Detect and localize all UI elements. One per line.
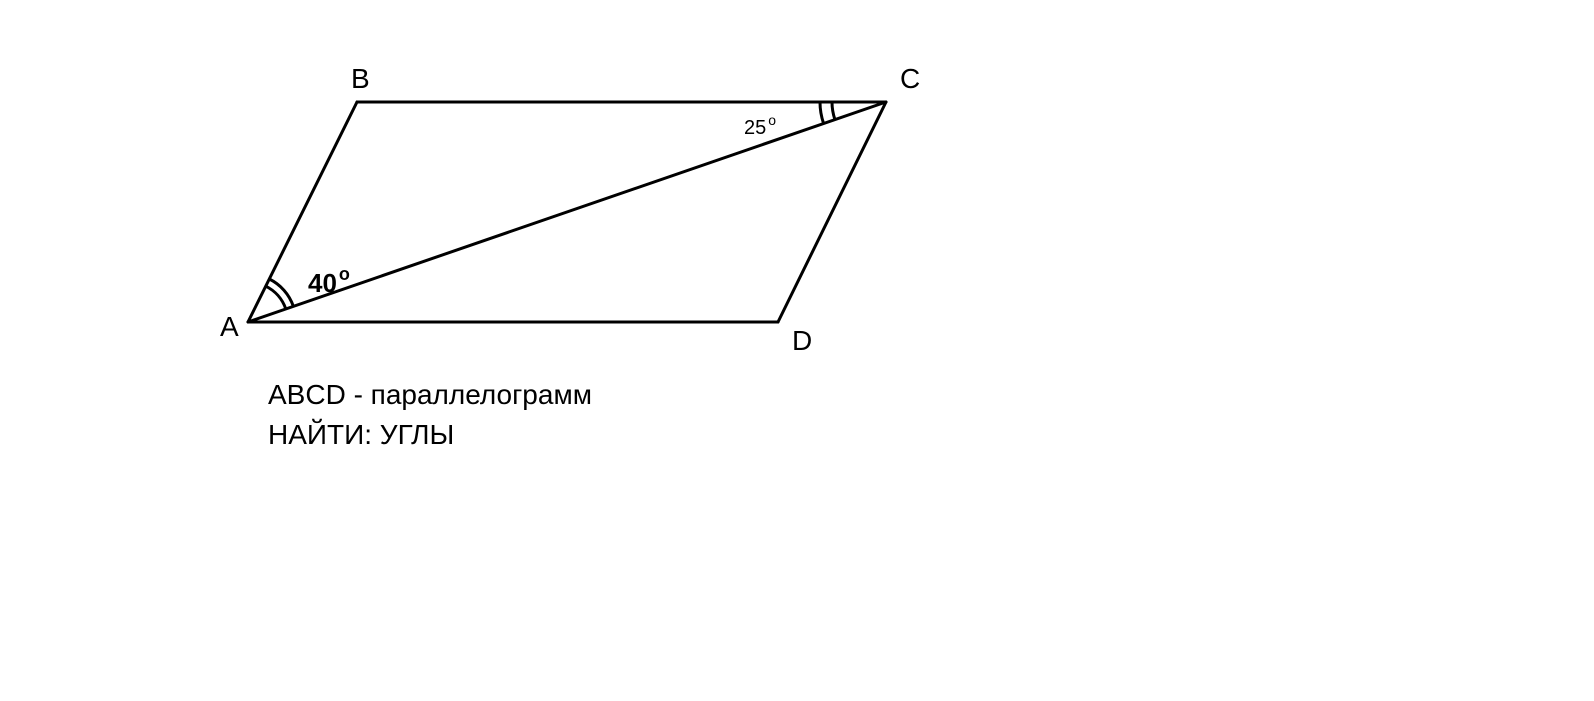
parallelogram xyxy=(248,102,886,322)
vertex-label-b: B xyxy=(351,63,370,94)
vertex-label-d: D xyxy=(792,325,812,356)
angle-c-arc-2 xyxy=(820,102,824,123)
vertex-label-a: A xyxy=(220,311,239,342)
diagonal-ac xyxy=(248,102,886,322)
angle-label-25: 25o xyxy=(744,112,776,139)
angle-label-40: 40o xyxy=(308,264,350,298)
problem-line-1: ABCD - параллелограмм xyxy=(268,379,592,410)
problem-line-2: НАЙТИ: УГЛЫ xyxy=(268,419,454,450)
vertex-label-c: C xyxy=(900,63,920,94)
angle-c-arc-1 xyxy=(832,102,835,120)
